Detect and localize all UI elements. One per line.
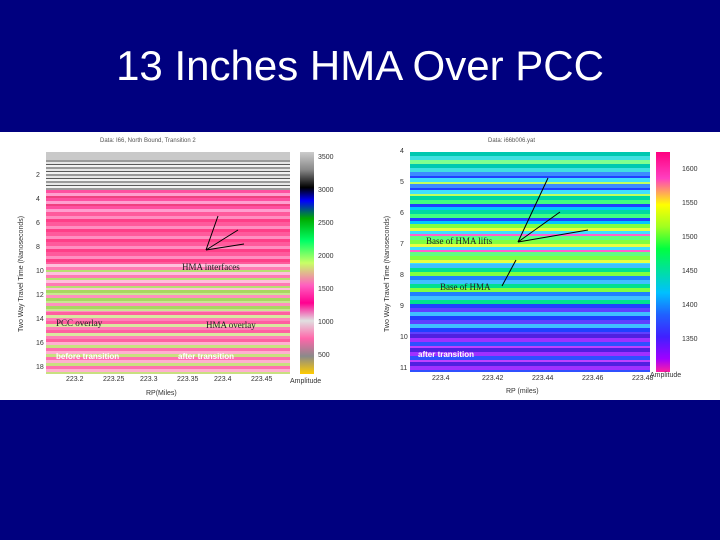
right-y-tick: 4 [400,148,404,155]
right-colorbar-tick: 1550 [682,200,698,207]
pcc-overlay-label: PCC overlay [56,318,103,328]
lift-arrow-1 [517,177,549,243]
right-y-tick: 5 [400,179,404,186]
annotation-arrows [205,177,589,287]
right-colorbar-tick: 1350 [682,336,698,343]
lift-arrow-2 [517,211,561,243]
base-of-hma-label: Base of HMA [440,282,491,292]
base-of-hma-arrow [501,259,517,287]
right-y-tick: 9 [400,303,404,310]
right-after-transition-label: after transition [418,350,475,359]
left-x-tick: 223.4 [214,376,232,383]
hma-overlay-label: HMA overlay [206,320,256,330]
left-colorbar-tick: 500 [318,352,330,359]
right-x-tick: 223.44 [532,375,554,382]
left-x-tick: 223.2 [66,376,84,383]
left-colorbar-tick: 1000 [318,319,334,326]
left-colorbar-tick: 1500 [318,286,334,293]
left-x-tick: 223.25 [103,376,125,383]
left-y-tick: 16 [36,340,44,347]
right-y-tick: 6 [400,210,404,217]
hma-interface-arrow-3 [205,243,245,251]
right-colorbar-tick: 1400 [682,302,698,309]
right-y-tick: 8 [400,272,404,279]
hma-interface-arrow-2 [205,229,239,251]
right-figure-caption: Data: i66b006.yat [488,138,536,144]
left-x-axis-label: RP(Miles) [146,390,177,397]
right-x-axis-label: RP (miles) [506,388,539,395]
right-colorbar-tick: 1600 [682,166,698,173]
right-x-tick: 223.46 [582,375,604,382]
right-radargram-plot [410,152,650,372]
right-x-tick: 223.42 [482,375,504,382]
left-after-transition-label: after transition [178,352,235,361]
lift-arrow-3 [517,229,589,243]
left-y-tick: 12 [36,292,44,299]
left-x-tick: 223.45 [251,376,273,383]
left-figure-caption: Data: I66, North Bound, Transition 2 [100,138,196,144]
right-y-tick: 7 [400,241,404,248]
hma-interface-arrow-1 [205,215,219,251]
left-x-tick: 223.3 [140,376,158,383]
left-colorbar-tick: 2000 [318,253,334,260]
left-colorbar [300,152,314,374]
left-y-tick: 14 [36,316,44,323]
left-y-tick: 2 [36,172,40,179]
hma-interfaces-label: HMA interfaces [182,262,240,272]
before-transition-label: before transition [56,352,120,361]
left-colorbar-label: Amplitude [290,378,322,385]
slide-title: 13 Inches HMA Over PCC [116,42,604,89]
right-y-tick: 11 [400,365,408,372]
right-colorbar [656,152,670,372]
right-colorbar-tick: 1500 [682,234,698,241]
left-colorbar-tick: 3000 [318,187,334,194]
figure-panel: Data: I66, North Bound, Transition 2 Two… [0,132,720,400]
left-y-tick: 8 [36,244,40,251]
right-x-tick: 223.4 [432,375,450,382]
left-colorbar-tick: 2500 [318,220,334,227]
right-colorbar-tick: 1450 [682,268,698,275]
right-x-tick: 223.48 [632,375,654,382]
left-y-tick: 4 [36,196,40,203]
right-y-tick: 10 [400,334,408,341]
left-radargram-plot [46,152,290,374]
left-colorbar-tick: 3500 [318,154,334,161]
left-y-tick: 18 [36,364,44,371]
base-of-hma-lifts-label: Base of HMA lifts [426,236,493,246]
left-y-tick: 10 [36,268,44,275]
left-x-tick: 223.35 [177,376,199,383]
right-colorbar-label: Amplitude [650,372,682,379]
left-y-tick: 6 [36,220,40,227]
